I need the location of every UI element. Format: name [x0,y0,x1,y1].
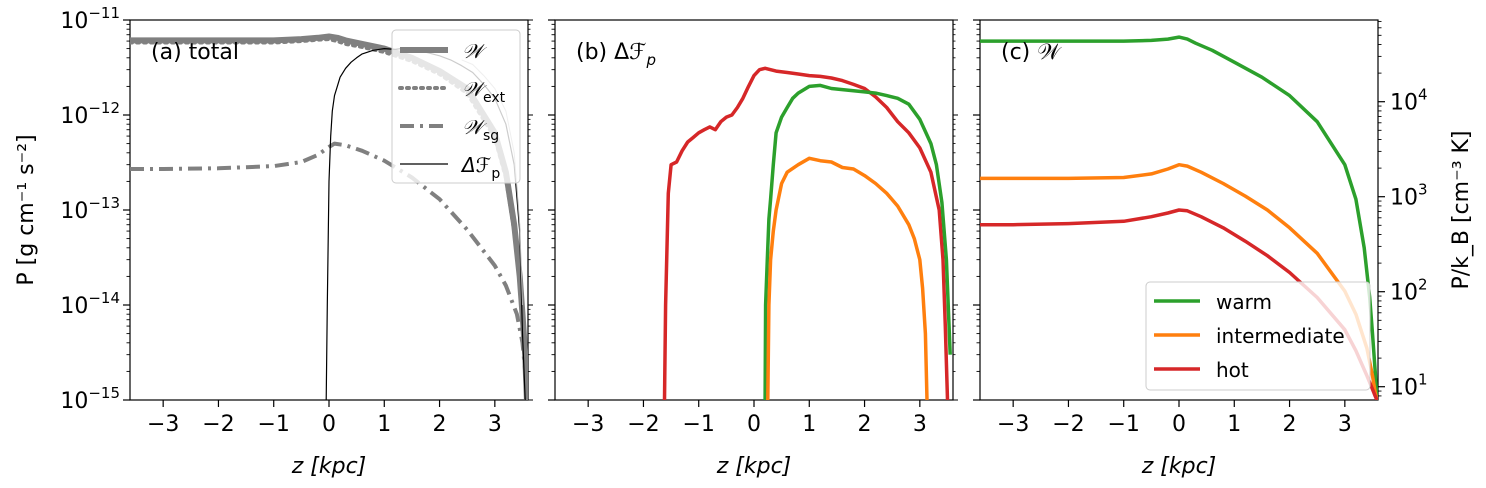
right-tick-label: 103 [1390,181,1428,211]
x-tick-label: 0 [747,412,761,437]
x-tick-label: −3 [572,412,604,437]
panel-a-x-axis: −3 −2 −1 0 1 2 3 [147,400,502,437]
x-tick-label: 3 [1338,412,1352,437]
series-line-warm [980,35,1378,400]
x-tick-label: −3 [997,412,1029,437]
panel-b-y-axis [548,19,958,401]
x-tick-label: 0 [1172,412,1186,437]
series-line-sg [130,141,528,400]
x-tick-label: −2 [627,412,659,437]
panel-b: −3 −2 −1 0 1 2 3 (b) Δℱp z [kpc] [548,19,958,479]
panel-c-x-axis: −3 −2 −1 0 1 2 3 [997,400,1352,437]
legend-label: 𝒲ext [462,77,506,106]
right-tick-label: 104 [1390,86,1428,116]
panel-c: −3 −2 −1 0 1 2 3 101 102 103 104 (c) 𝒲 z [kpc] wa… [973,19,1428,479]
series-line-ext [130,37,528,400]
panel-a-y-axis: 10−15 10−14 10−13 10−12 10−11 [60,4,533,414]
x-tick-label: −1 [258,412,290,437]
legend-label: Δℱp [460,153,500,182]
y-tick-label: 10−14 [60,289,120,319]
panel-c-right-axis: 101 102 103 104 [1378,20,1428,401]
x-tick-label: 2 [858,412,872,437]
y-tick-label: 10−15 [60,384,120,414]
y-axis-label-right: P/k_B [cm⁻³ K] [1449,130,1474,289]
x-tick-label: 3 [913,412,927,437]
x-tick-label: 2 [433,412,447,437]
x-tick-label: 3 [488,412,502,437]
x-tick-label: −1 [683,412,715,437]
x-tick-label: −3 [147,412,179,437]
x-tick-label: 1 [377,412,391,437]
panel-c-xlabel: z [kpc] [1141,454,1217,479]
panel-c-y-axis [973,19,980,401]
y-axis-label-left: P [g cm⁻¹ s⁻²] [14,134,39,285]
right-tick-label: 102 [1390,276,1428,306]
y-tick-label: 10−11 [60,4,120,34]
y-tick-label: 10−13 [60,194,120,224]
y-tick-label: 10−12 [60,99,120,129]
right-tick-label: 101 [1390,371,1428,401]
legend-label: hot [1216,358,1249,382]
x-tick-label: −2 [202,412,234,437]
panel-a-label: (a) total [151,40,239,65]
panel-c-label: (c) 𝒲 [1001,40,1062,65]
legend-box [391,29,521,184]
panel-b-x-axis: −3 −2 −1 0 1 2 3 [572,400,927,437]
x-tick-label: 1 [802,412,816,437]
series-line-unnamed-0 [662,66,950,400]
panel-b-series [662,66,952,400]
panel-b-xlabel: z [kpc] [716,454,792,479]
x-tick-label: −1 [1108,412,1140,437]
panel-c-legend: warm intermediate hot [1145,281,1371,391]
legend-box [1145,281,1371,391]
panel-b-label: (b) Δℱp [576,40,656,69]
x-tick-label: 0 [322,412,336,437]
legend-label: warm [1216,290,1272,314]
x-tick-label: 2 [1283,412,1297,437]
panel-a: −3 −2 −1 0 1 2 3 10−15 10−14 10−13 10−12 10−11 (a)… [60,4,533,479]
x-tick-label: 1 [1227,412,1241,437]
panel-a-xlabel: z [kpc] [291,454,367,479]
series-line-unnamed-1 [763,83,952,400]
series-line-unnamed-2 [766,156,929,400]
x-tick-label: −2 [1052,412,1084,437]
legend-label: intermediate [1216,324,1345,348]
